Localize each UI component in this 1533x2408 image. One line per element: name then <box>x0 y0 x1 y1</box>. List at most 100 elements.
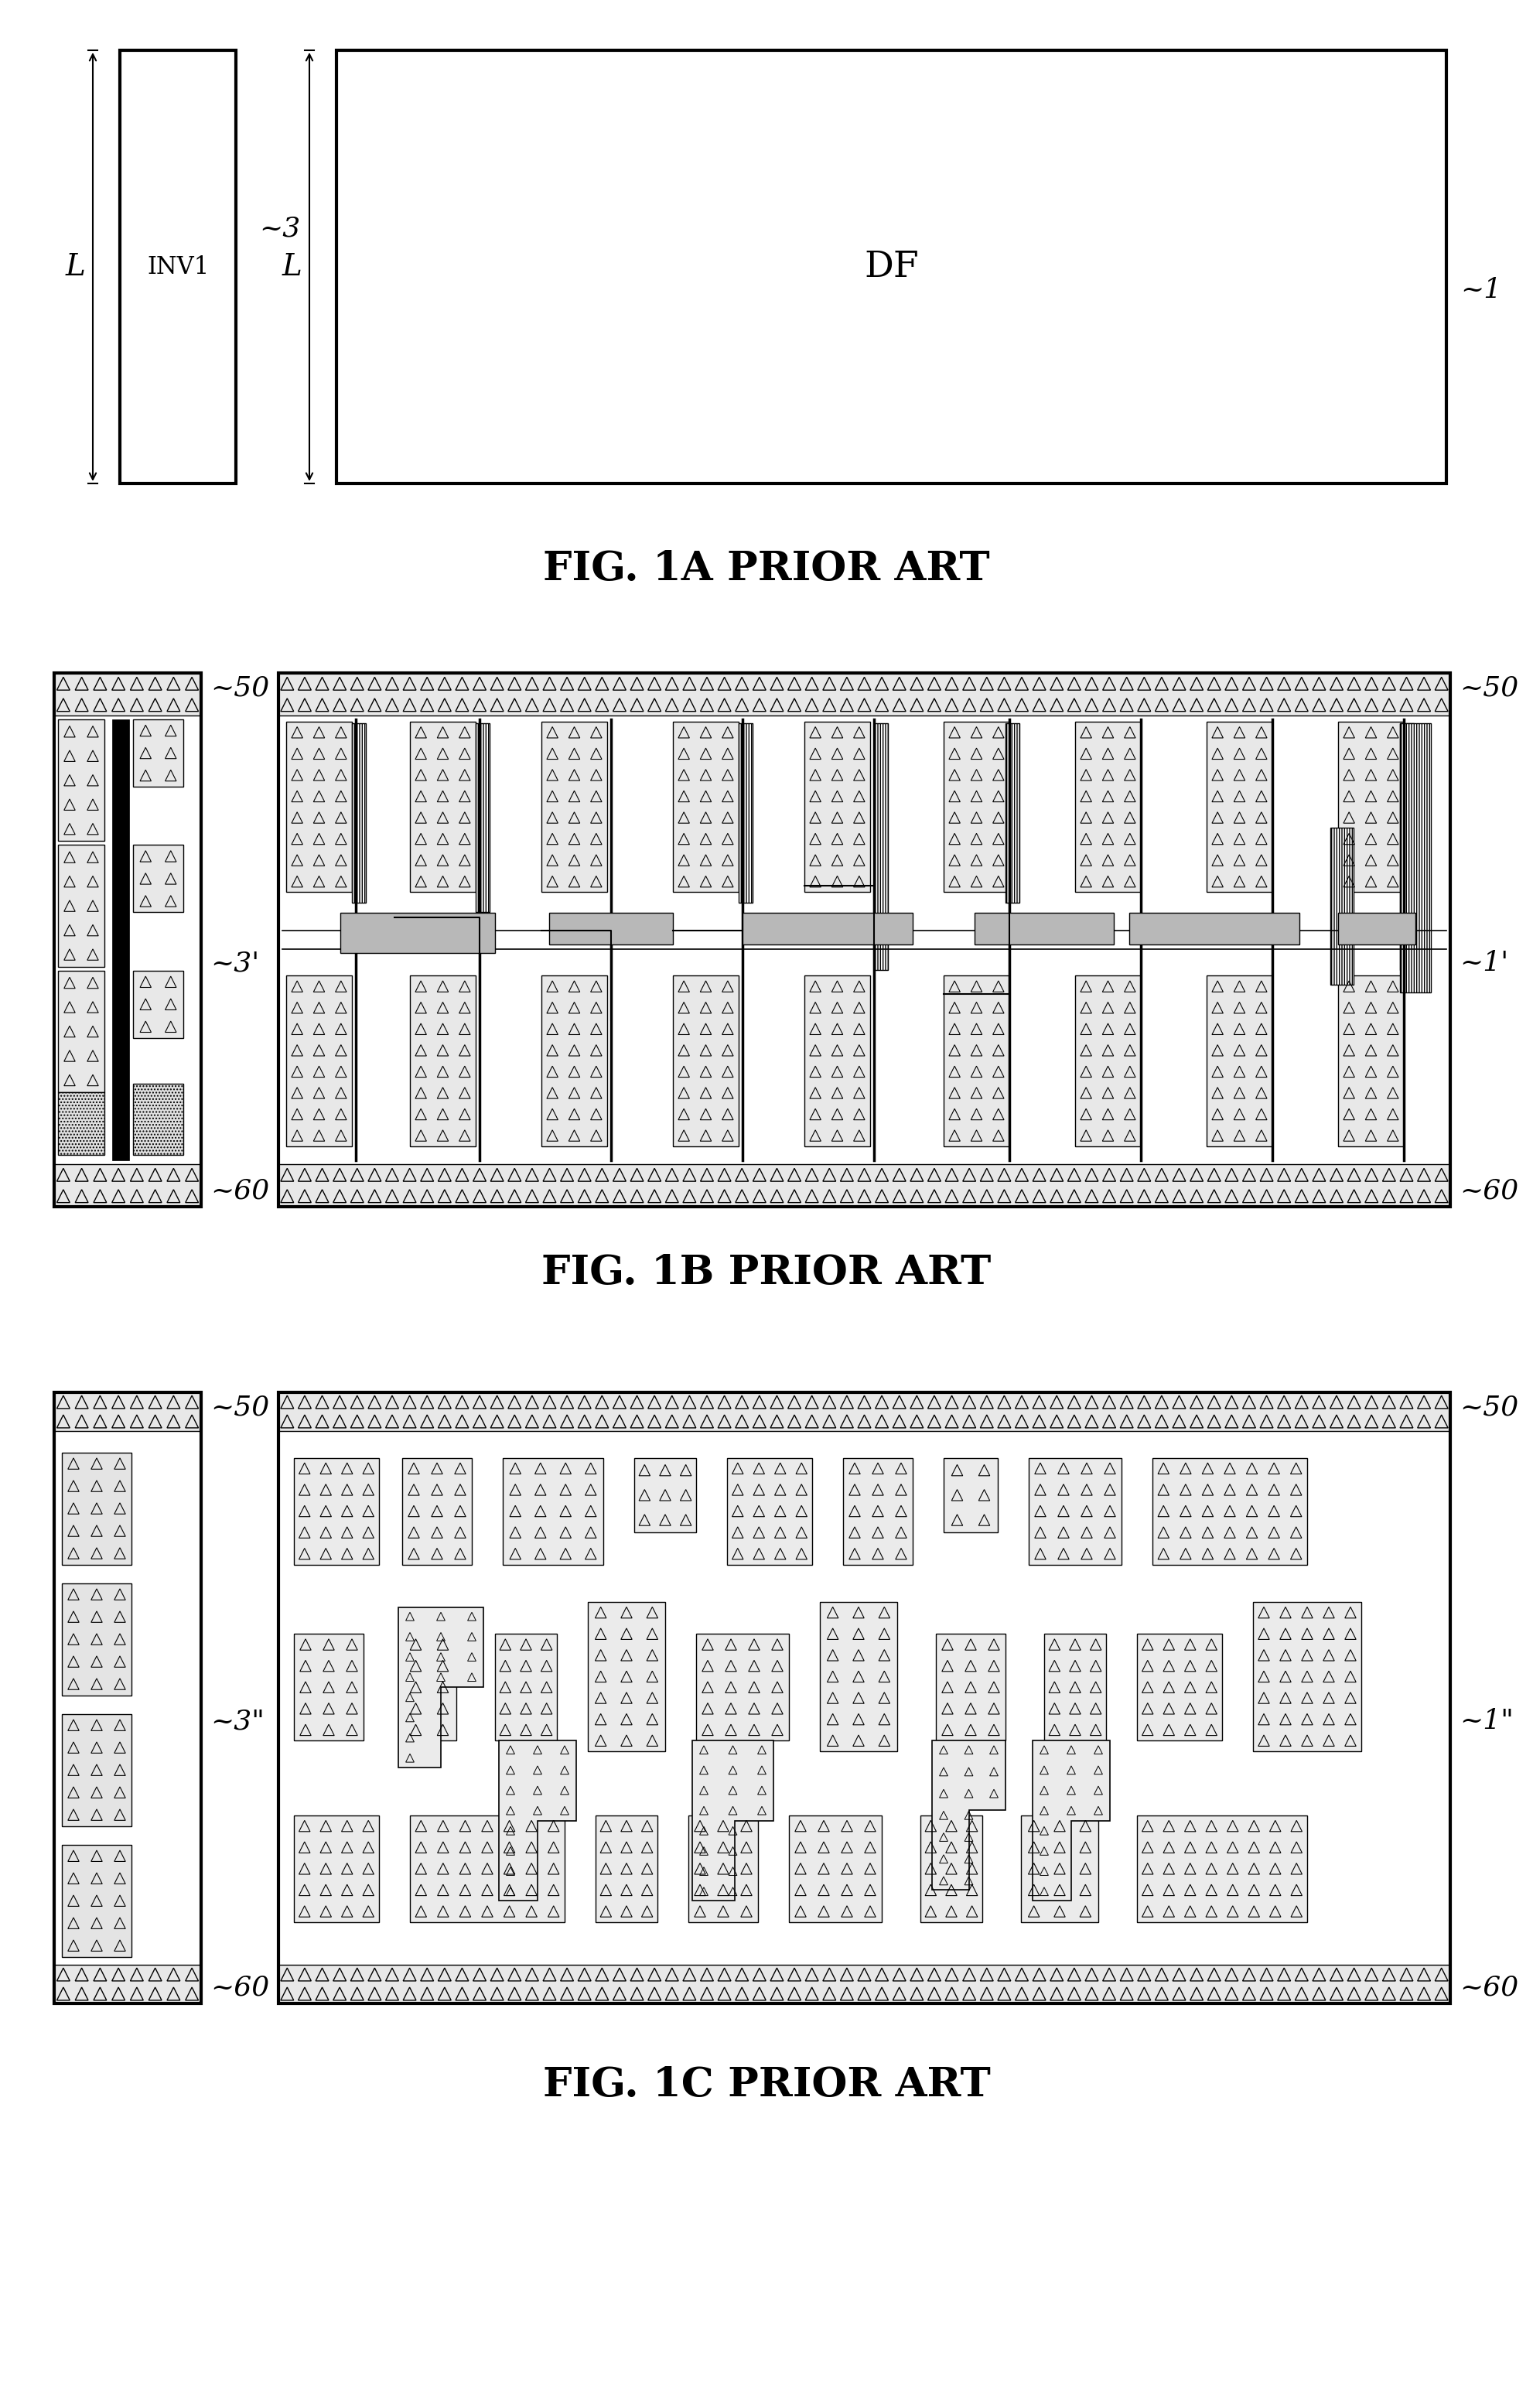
Text: ~3": ~3" <box>210 1707 264 1734</box>
Bar <box>1338 722 1404 893</box>
Bar <box>1206 722 1272 893</box>
Bar <box>279 672 1450 1206</box>
Polygon shape <box>932 1741 1006 1890</box>
Bar <box>54 672 201 715</box>
Bar <box>61 1452 132 1565</box>
Bar <box>287 722 353 893</box>
Bar <box>1044 1635 1105 1741</box>
Bar <box>294 1635 363 1741</box>
Bar <box>58 1093 104 1156</box>
Text: FIG. 1A PRIOR ART: FIG. 1A PRIOR ART <box>543 549 990 588</box>
Bar <box>1206 975 1272 1146</box>
Text: ~1: ~1 <box>1461 277 1501 303</box>
Bar <box>112 720 129 1161</box>
Text: ~3': ~3' <box>210 949 259 975</box>
Bar <box>696 1635 789 1741</box>
Bar <box>673 722 739 893</box>
Bar <box>503 1457 604 1565</box>
Text: ~60: ~60 <box>1459 1975 1519 2001</box>
Bar <box>279 1392 1450 1430</box>
Bar <box>1400 722 1430 992</box>
Bar <box>595 1816 658 1922</box>
Bar <box>688 1816 757 1922</box>
Bar <box>287 975 353 1146</box>
Polygon shape <box>693 1741 774 1900</box>
Bar <box>294 1816 379 1922</box>
Bar <box>120 51 236 484</box>
Bar <box>1153 1457 1308 1565</box>
Bar <box>541 722 607 893</box>
Bar <box>54 1392 201 2003</box>
Bar <box>54 1965 201 2003</box>
Polygon shape <box>399 1606 483 1767</box>
Text: INV1: INV1 <box>147 255 208 279</box>
Bar <box>635 1457 696 1531</box>
Bar <box>58 970 104 1093</box>
Text: ~50: ~50 <box>210 1394 270 1421</box>
Bar <box>1075 975 1141 1146</box>
Bar <box>944 1457 998 1531</box>
Bar <box>133 720 184 787</box>
Bar <box>935 1635 1006 1741</box>
Bar <box>874 722 888 970</box>
Bar <box>58 845 104 966</box>
Bar <box>1252 1601 1361 1751</box>
Bar <box>402 1635 457 1741</box>
Bar <box>1075 722 1141 893</box>
Bar <box>739 722 753 903</box>
Bar <box>1130 913 1300 944</box>
Text: ~60: ~60 <box>1459 1178 1519 1204</box>
Bar <box>975 913 1114 944</box>
Text: DF: DF <box>865 250 918 284</box>
Bar <box>409 722 475 893</box>
Bar <box>353 722 366 903</box>
Bar <box>279 1392 1450 2003</box>
Bar <box>843 1457 912 1565</box>
Text: FIG. 1B PRIOR ART: FIG. 1B PRIOR ART <box>541 1252 992 1293</box>
Bar <box>58 720 104 840</box>
Bar <box>1400 722 1413 970</box>
Text: ~50: ~50 <box>1459 674 1519 701</box>
Bar <box>340 913 495 954</box>
Bar <box>133 1084 184 1156</box>
Bar <box>409 1816 564 1922</box>
Bar <box>336 51 1446 484</box>
Bar <box>1029 1457 1122 1565</box>
Bar <box>54 1163 201 1206</box>
Polygon shape <box>498 1741 576 1900</box>
Bar <box>789 1816 881 1922</box>
Bar <box>944 975 1009 1146</box>
Bar <box>475 722 489 913</box>
Bar <box>541 975 607 1146</box>
Bar <box>54 672 201 1206</box>
Bar <box>1331 828 1354 985</box>
Bar <box>279 1163 1450 1206</box>
Text: ~1': ~1' <box>1459 949 1508 975</box>
Bar <box>54 1392 201 1430</box>
Bar <box>727 1457 812 1565</box>
Bar <box>805 722 871 893</box>
Bar <box>820 1601 897 1751</box>
Text: L: L <box>66 253 86 282</box>
Bar <box>1137 1816 1308 1922</box>
Bar <box>673 975 739 1146</box>
Bar <box>1338 975 1404 1146</box>
Bar <box>133 970 184 1038</box>
Bar <box>1137 1635 1222 1741</box>
Text: FIG. 1C PRIOR ART: FIG. 1C PRIOR ART <box>543 2066 990 2105</box>
Text: ~1": ~1" <box>1459 1707 1513 1734</box>
Text: ~50: ~50 <box>210 674 270 701</box>
Bar <box>61 1845 132 1958</box>
Bar <box>294 1457 379 1565</box>
Bar <box>549 913 673 944</box>
Text: ~60: ~60 <box>210 1178 270 1204</box>
Bar <box>402 1457 472 1565</box>
Bar <box>805 975 871 1146</box>
Bar <box>587 1601 665 1751</box>
Bar <box>133 845 184 913</box>
Text: ~60: ~60 <box>210 1975 270 2001</box>
Bar <box>279 1965 1450 2003</box>
Bar <box>944 722 1009 893</box>
Text: ~50: ~50 <box>1459 1394 1519 1421</box>
Bar <box>279 672 1450 715</box>
